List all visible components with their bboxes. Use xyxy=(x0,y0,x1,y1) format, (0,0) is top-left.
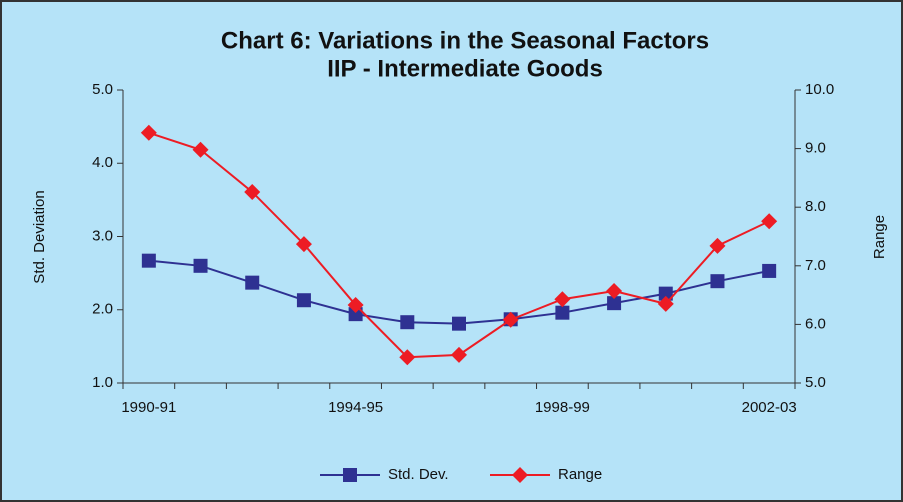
y-tick-label: 3.0 xyxy=(92,227,113,244)
marker xyxy=(244,183,261,200)
x-tick-label: 1990-91 xyxy=(121,399,176,416)
marker xyxy=(348,307,363,322)
y2-tick-label: 8.0 xyxy=(805,198,826,215)
marker xyxy=(343,468,357,482)
marker xyxy=(399,349,416,366)
y-tick-label: 2.0 xyxy=(92,301,113,318)
y-axis-title: Std. Deviation xyxy=(31,190,48,283)
marker xyxy=(762,263,777,278)
y-tick-label: 1.0 xyxy=(92,374,113,391)
legend-label: Range xyxy=(558,466,602,483)
marker xyxy=(296,293,311,308)
x-tick-label: 2002-03 xyxy=(742,399,797,416)
y-tick-label: 5.0 xyxy=(92,81,113,98)
marker xyxy=(657,295,674,312)
legend-label: Std. Dev. xyxy=(388,466,449,483)
y2-tick-label: 6.0 xyxy=(805,315,826,332)
marker xyxy=(347,297,364,314)
chart-title: Chart 6: Variations in the Seasonal Fact… xyxy=(221,27,709,54)
x-tick-label: 1994-95 xyxy=(328,399,383,416)
marker xyxy=(606,282,623,299)
chart-subtitle: IIP - Intermediate Goods xyxy=(327,55,603,82)
marker xyxy=(658,286,673,301)
marker xyxy=(245,275,260,290)
marker xyxy=(709,237,726,254)
marker xyxy=(192,141,209,158)
x-tick-label: 1998-99 xyxy=(535,399,590,416)
marker xyxy=(502,311,519,328)
marker xyxy=(761,213,778,230)
marker xyxy=(193,258,208,273)
y-tick-label: 4.0 xyxy=(92,154,113,171)
marker xyxy=(554,291,571,308)
marker xyxy=(452,316,466,331)
marker xyxy=(451,346,467,363)
marker xyxy=(512,467,528,483)
y2-tick-label: 7.0 xyxy=(805,257,826,274)
marker xyxy=(555,305,570,320)
marker xyxy=(400,315,415,330)
marker xyxy=(607,296,622,311)
marker xyxy=(141,253,156,268)
marker xyxy=(710,274,725,289)
y2-tick-label: 9.0 xyxy=(805,140,826,157)
marker xyxy=(295,236,312,253)
y2-axis-title: Range xyxy=(871,215,888,259)
y2-tick-label: 10.0 xyxy=(805,81,834,98)
y2-tick-label: 5.0 xyxy=(805,374,826,391)
marker xyxy=(140,124,157,141)
